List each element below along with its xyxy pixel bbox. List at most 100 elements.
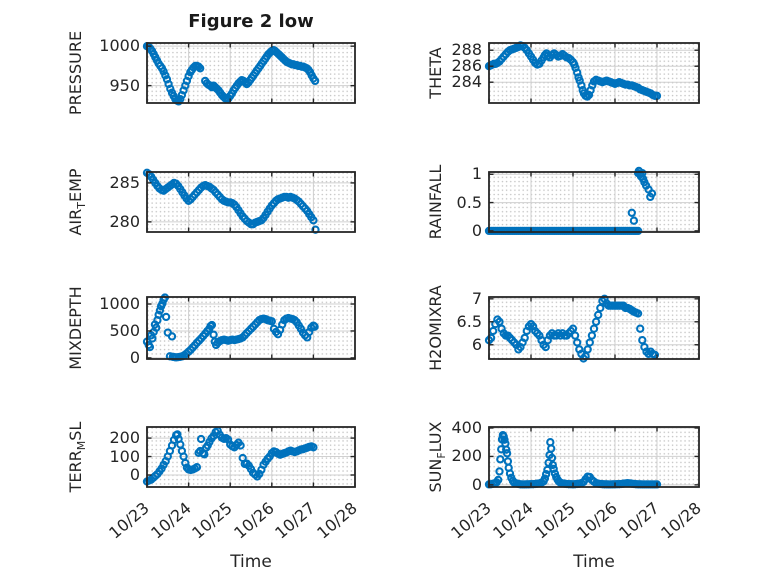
data-point-marker [309, 443, 318, 452]
data-point-marker [629, 216, 639, 225]
axes-border [488, 42, 700, 104]
data-point-marker [489, 326, 498, 336]
y-tick-label: 6 [471, 334, 482, 354]
data-point-marker [196, 434, 206, 444]
y-tick-label: 0.5 [456, 192, 482, 212]
data-point-marker [173, 430, 182, 439]
plot-area [484, 41, 700, 104]
data-point-marker [541, 470, 551, 479]
data-point-marker [154, 310, 163, 319]
y-axis-label: THETA [426, 47, 445, 99]
data-point-marker [152, 323, 161, 332]
data-point-marker [192, 463, 202, 472]
data-point-marker [549, 464, 558, 474]
scatter-series [484, 294, 660, 363]
data-point-marker [184, 72, 193, 81]
y-tick-label: 200 [109, 428, 140, 448]
data-point-marker [540, 474, 550, 483]
data-point-marker [310, 76, 320, 86]
y-tick-label: 0 [471, 220, 482, 240]
data-point-marker [577, 81, 586, 90]
data-point-marker [547, 444, 556, 453]
x-tick-label: 10/25 [531, 498, 579, 543]
data-point-marker [310, 322, 319, 331]
data-point-marker [159, 67, 168, 76]
data-point-marker [650, 350, 660, 360]
axes-border [146, 42, 356, 104]
x-axis-label-right: Time [573, 552, 615, 572]
scatter-series [484, 41, 662, 101]
y-tick-label: 7 [471, 288, 482, 308]
data-point-marker [505, 469, 515, 478]
y-tick-label: 200 [451, 446, 482, 466]
data-point-marker [636, 324, 645, 333]
data-point-marker [236, 441, 245, 450]
data-point-marker [494, 475, 503, 485]
data-point-marker [647, 189, 657, 198]
y-tick-label: 0 [471, 474, 482, 494]
data-point-marker [496, 455, 505, 464]
data-point-marker [633, 309, 643, 318]
y-tick-label: 1000 [99, 294, 140, 313]
y-tick-label: 284 [451, 72, 482, 92]
minor-grid [489, 43, 699, 103]
x-tick-label: 10/27 [615, 498, 663, 543]
plot-area [142, 426, 356, 488]
axes-border [488, 296, 700, 360]
y-tick-label: 0 [129, 347, 140, 367]
data-point-marker [502, 445, 511, 454]
y-axis-label: PRESSURE [66, 30, 85, 116]
axes-border [146, 296, 356, 360]
subplot-pressure [142, 42, 356, 106]
data-point-marker [196, 64, 205, 73]
subplot-rainfall [484, 166, 700, 236]
plot-area [142, 293, 356, 362]
y-tick-label: 100 [109, 446, 140, 466]
plot-area [142, 42, 356, 106]
data-point-marker [596, 303, 605, 313]
data-point-marker [486, 333, 496, 343]
y-axis-label: TERRMSL [66, 421, 89, 493]
data-point-marker [568, 324, 578, 333]
data-point-marker [495, 317, 504, 326]
data-point-marker [573, 68, 582, 77]
data-point-marker [167, 332, 177, 341]
data-point-marker [589, 324, 599, 333]
x-tick-label: 10/23 [447, 498, 495, 543]
data-point-marker [497, 445, 506, 454]
y-tick-label: 280 [109, 211, 140, 231]
y-axis-label: MIXDEPTH [66, 286, 85, 370]
figure-title: Figure 2 low [188, 11, 314, 32]
x-tick-label: 10/26 [573, 498, 621, 543]
x-tick-label: 10/23 [105, 498, 153, 543]
y-tick-label: 285 [109, 172, 140, 192]
y-tick-label: 286 [451, 56, 482, 76]
data-point-marker [207, 320, 217, 330]
data-point-marker [309, 216, 318, 225]
x-axis-label-left: Time [230, 552, 272, 572]
data-point-marker [155, 306, 165, 315]
x-tick-label: 10/28 [313, 498, 361, 543]
scatter-series [142, 426, 318, 486]
x-tick-label: 10/24 [489, 498, 537, 543]
data-point-marker [587, 331, 597, 340]
data-point-marker [583, 345, 592, 354]
y-tick-label: 1 [471, 164, 482, 184]
data-point-marker [573, 338, 582, 347]
y-tick-label: 400 [451, 417, 482, 437]
data-point-marker [627, 208, 636, 217]
data-point-marker [588, 81, 597, 90]
data-point-marker [267, 317, 276, 326]
scatter-series [484, 166, 657, 236]
y-tick-label: 0 [129, 465, 140, 484]
subplot-terr-msl [142, 426, 356, 488]
data-point-marker [520, 333, 529, 343]
data-point-marker [591, 317, 601, 326]
data-point-marker [161, 312, 171, 322]
subplot-sun-flux [484, 426, 700, 489]
y-tick-label: 1000 [99, 36, 140, 56]
data-point-marker [495, 467, 504, 476]
data-point-marker [548, 460, 557, 470]
plot-area [484, 294, 700, 363]
